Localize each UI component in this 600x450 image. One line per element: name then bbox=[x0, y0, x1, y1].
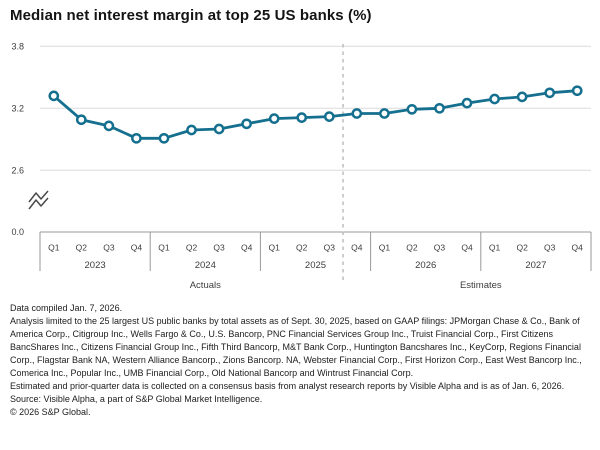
actuals-label: Actuals bbox=[190, 280, 221, 291]
footnote-source: Source: Visible Alpha, a part of S&P Glo… bbox=[10, 394, 263, 404]
footnote-estimates-method: Estimated and prior-quarter data is coll… bbox=[10, 381, 565, 391]
y-tick-label: 3.8 bbox=[11, 41, 24, 51]
quarter-tick-label: Q1 bbox=[158, 243, 170, 253]
quarter-tick-label: Q3 bbox=[324, 243, 336, 253]
data-point-marker bbox=[351, 108, 363, 119]
data-point-marker bbox=[406, 103, 418, 115]
year-labels: 2023 2024 2025 2026 2027 bbox=[85, 260, 547, 271]
data-point-marker bbox=[461, 97, 473, 109]
year-label: 2023 bbox=[85, 260, 106, 271]
quarter-tick-label: Q1 bbox=[379, 243, 391, 253]
data-point-marker bbox=[268, 113, 280, 124]
quarter-tick-label: Q1 bbox=[48, 243, 60, 253]
data-point-marker bbox=[434, 102, 445, 114]
data-point-marker bbox=[213, 123, 225, 135]
quarter-tick-label: Q2 bbox=[186, 243, 198, 253]
chart-footnotes: Data compiled Jan. 7, 2026. Analysis lim… bbox=[10, 302, 592, 419]
year-group-separators bbox=[39, 232, 592, 271]
footnote-data-compiled: Data compiled Jan. 7, 2026. bbox=[10, 303, 123, 313]
y-axis-tick-labels: 3.8 3.2 2.6 0.0 bbox=[11, 41, 24, 237]
quarter-tick-label: Q1 bbox=[489, 243, 501, 253]
quarter-tick-label: Q2 bbox=[76, 243, 88, 253]
year-label: 2025 bbox=[305, 260, 326, 271]
quarter-tick-label: Q4 bbox=[131, 243, 143, 253]
quarter-tick-label: Q1 bbox=[269, 243, 281, 253]
data-point-marker bbox=[75, 114, 87, 126]
quarter-tick-labels: Q1 Q2 Q3 Q4 Q1 Q2 Q3 Q4 Q1 Q2 Q3 Q4 Q1 Q2 Q3 Q4 Q1 Q2 Q3 Q4 bbox=[48, 243, 583, 253]
data-point-marker bbox=[131, 132, 142, 144]
axis-break-icon bbox=[28, 190, 49, 210]
y-gridlines bbox=[40, 45, 591, 171]
year-label: 2027 bbox=[525, 260, 546, 271]
data-point-marker bbox=[379, 108, 390, 119]
footnote-copyright: © 2026 S&P Global. bbox=[10, 407, 91, 417]
data-point-marker bbox=[571, 85, 583, 97]
data-point-marker bbox=[103, 120, 115, 132]
data-point-marker bbox=[516, 91, 528, 103]
data-point-marker bbox=[48, 90, 60, 102]
data-point-marker bbox=[323, 111, 335, 122]
quarter-tick-label: Q2 bbox=[516, 243, 528, 253]
y-tick-label: 2.6 bbox=[11, 165, 24, 175]
data-point-marker bbox=[489, 93, 500, 105]
quarter-tick-label: Q3 bbox=[213, 243, 225, 253]
quarter-tick-label: Q4 bbox=[461, 243, 473, 253]
y-baseline-label: 0.0 bbox=[11, 227, 24, 237]
data-point-marker bbox=[241, 118, 252, 130]
quarter-tick-label: Q3 bbox=[103, 243, 115, 253]
data-point-marker bbox=[544, 87, 556, 99]
quarter-tick-label: Q2 bbox=[296, 243, 308, 253]
year-label: 2026 bbox=[415, 260, 436, 271]
quarter-tick-label: Q4 bbox=[241, 243, 253, 253]
estimates-label: Estimates bbox=[460, 280, 502, 291]
data-point-marker bbox=[296, 112, 308, 123]
quarter-tick-label: Q4 bbox=[351, 243, 363, 253]
quarter-tick-label: Q4 bbox=[572, 243, 584, 253]
y-tick-label: 3.2 bbox=[11, 103, 24, 113]
quarter-tick-label: Q3 bbox=[434, 243, 446, 253]
data-point-marker bbox=[186, 124, 197, 136]
data-point-markers bbox=[48, 85, 583, 144]
section-labels: Actuals Estimates bbox=[190, 280, 502, 291]
year-label: 2024 bbox=[195, 260, 216, 271]
nim-line-chart: 3.8 3.2 2.6 0.0 Q1 Q2 Q3 Q4 Q1 Q2 Q3 Q4 Q1 Q2 Q3 Q4 Q1 Q2… bbox=[11, 41, 592, 291]
chart-title: Median net interest margin at top 25 US … bbox=[10, 7, 372, 24]
data-point-marker bbox=[158, 132, 170, 144]
quarter-tick-label: Q2 bbox=[406, 243, 418, 253]
quarter-tick-label: Q3 bbox=[544, 243, 556, 253]
footnote-analysis-scope: Analysis limited to the 25 largest US pu… bbox=[10, 316, 582, 378]
